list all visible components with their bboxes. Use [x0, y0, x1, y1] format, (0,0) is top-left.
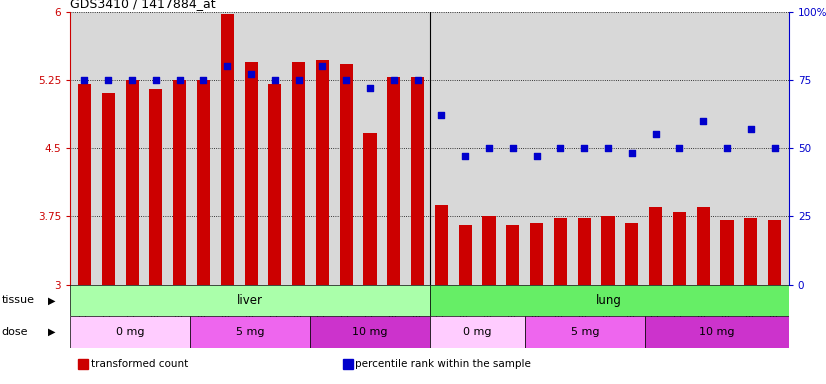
Bar	[411, 77, 425, 285]
Bar	[430, 316, 525, 348]
Point	[482, 145, 496, 151]
Text: percentile rank within the sample: percentile rank within the sample	[355, 359, 531, 369]
Bar	[673, 212, 686, 285]
Bar	[525, 316, 645, 348]
Text: tissue: tissue	[2, 295, 35, 305]
Bar	[577, 218, 591, 285]
Bar	[601, 216, 615, 285]
Text: ▶: ▶	[48, 327, 55, 337]
Point	[411, 77, 425, 83]
Bar	[363, 132, 377, 285]
Bar	[70, 285, 430, 316]
Bar	[78, 84, 91, 285]
Bar	[244, 61, 258, 285]
Bar	[720, 220, 733, 285]
Point	[768, 145, 781, 151]
Point	[150, 77, 163, 83]
Point	[696, 118, 710, 124]
Bar	[268, 84, 282, 285]
Text: 10 mg: 10 mg	[352, 327, 387, 337]
Bar	[70, 316, 190, 348]
Text: dose: dose	[2, 327, 28, 337]
Point	[268, 77, 282, 83]
Bar	[339, 64, 353, 285]
Point	[553, 145, 567, 151]
Text: 5 mg: 5 mg	[235, 327, 264, 337]
Point	[316, 63, 329, 69]
Text: lung: lung	[596, 294, 622, 307]
Point	[530, 153, 544, 159]
Bar	[126, 80, 139, 285]
Bar	[173, 80, 186, 285]
Bar	[649, 207, 662, 285]
Bar	[744, 218, 757, 285]
Point	[672, 145, 686, 151]
Bar	[310, 316, 430, 348]
Text: 0 mg: 0 mg	[463, 327, 491, 337]
Text: GDS3410 / 1417884_at: GDS3410 / 1417884_at	[70, 0, 216, 10]
Point	[173, 77, 187, 83]
Text: 10 mg: 10 mg	[700, 327, 734, 337]
Point	[434, 112, 448, 118]
Point	[601, 145, 615, 151]
Bar	[292, 61, 305, 285]
Point	[221, 63, 234, 69]
Bar	[458, 225, 472, 285]
Point	[506, 145, 520, 151]
Point	[102, 77, 115, 83]
Point	[78, 77, 91, 83]
Text: 5 mg: 5 mg	[571, 327, 600, 337]
Bar	[430, 285, 789, 316]
Bar	[625, 223, 638, 285]
Bar	[221, 14, 234, 285]
Bar	[150, 89, 163, 285]
Bar	[102, 93, 115, 285]
Text: transformed count: transformed count	[91, 359, 188, 369]
Point	[649, 131, 662, 137]
Point	[625, 151, 638, 157]
Point	[126, 77, 139, 83]
Point	[197, 77, 210, 83]
Bar	[554, 218, 567, 285]
Bar	[645, 316, 789, 348]
Bar	[482, 216, 496, 285]
Bar	[190, 316, 310, 348]
Point	[244, 71, 258, 78]
Text: 0 mg: 0 mg	[116, 327, 145, 337]
Bar	[506, 225, 520, 285]
Text: ▶: ▶	[48, 295, 55, 305]
Point	[339, 77, 353, 83]
Bar	[434, 205, 448, 285]
Point	[577, 145, 591, 151]
Point	[387, 77, 401, 83]
Text: liver: liver	[237, 294, 263, 307]
Bar	[197, 80, 210, 285]
Point	[292, 77, 306, 83]
Bar	[316, 60, 329, 285]
Bar	[387, 77, 401, 285]
Point	[744, 126, 757, 132]
Bar	[768, 220, 781, 285]
Bar	[530, 223, 544, 285]
Point	[720, 145, 733, 151]
Point	[458, 153, 472, 159]
Point	[363, 85, 377, 91]
Bar	[696, 207, 710, 285]
